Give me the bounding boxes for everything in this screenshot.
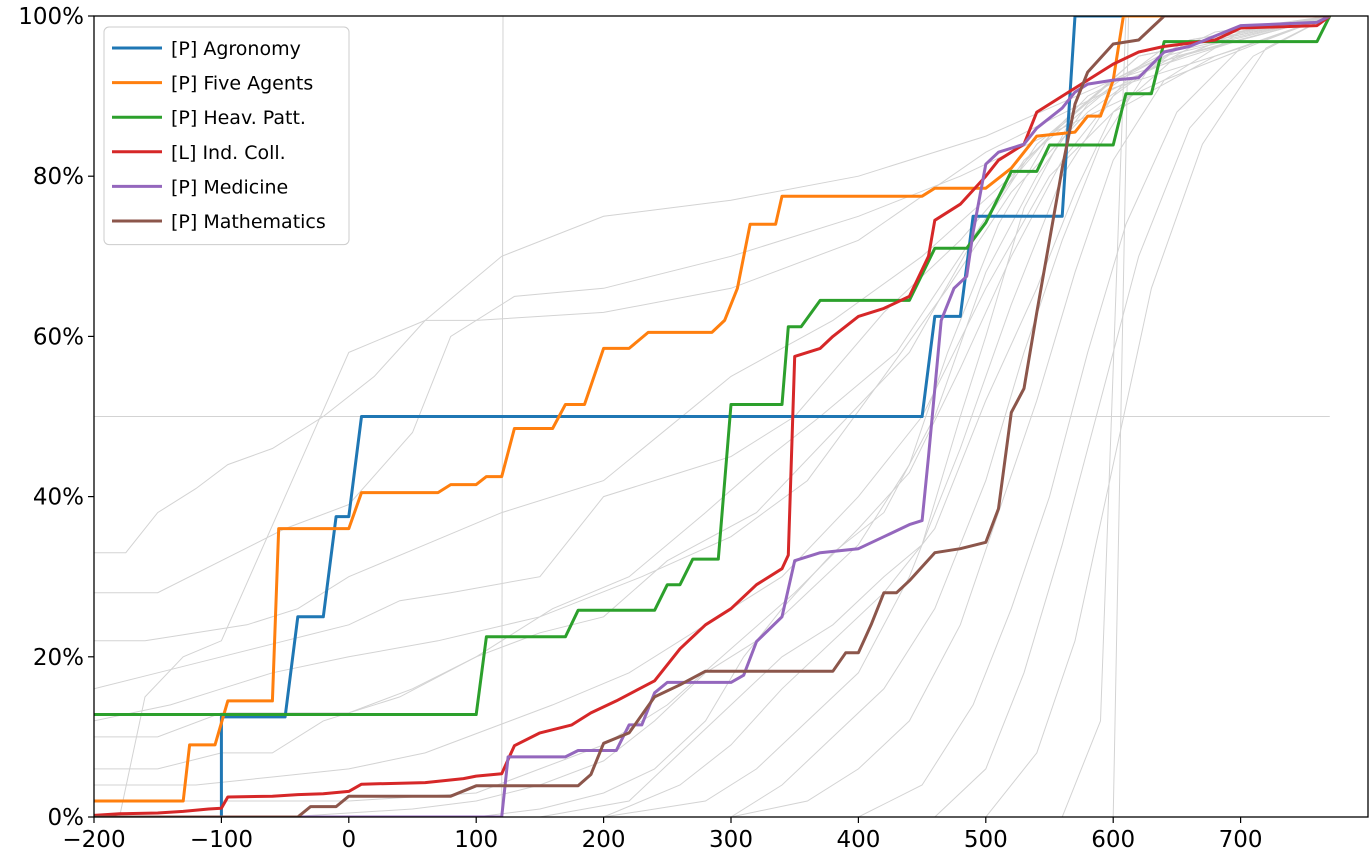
x-tick-label: 600 [1091,827,1135,853]
legend-label-3: [L] Ind. Coll. [171,142,286,164]
y-tick-label: 60% [33,324,84,350]
series-lines-group [94,16,1332,817]
background-line-15 [94,16,1331,817]
legend-label-0: [P] Agronomy [171,38,301,60]
series-line-2 [94,16,1332,716]
x-axis: −200 −100 0 100 200 300 400 500 600 700 [62,817,1263,853]
legend-label-1: [P] Five Agents [171,73,313,95]
legend-label-2: [P] Heav. Patt. [171,107,306,129]
background-line-21 [94,16,1330,817]
x-tick-label: 300 [709,827,753,853]
x-tick-label: 0 [341,827,356,853]
x-tick-label: 100 [454,827,498,853]
legend-label-5: [P] Mathematics [171,211,326,233]
x-tick-label: 500 [964,827,1008,853]
y-axis: 0% 20% 40% 60% 80% 100% [18,4,94,831]
x-tick-label: −100 [190,827,253,853]
background-line-16 [94,16,1331,817]
background-line-17 [94,16,1127,817]
x-tick-label: 400 [836,827,880,853]
background-line-1 [94,16,1330,594]
x-tick-label: −200 [62,827,125,853]
x-tick-label: 700 [1219,827,1263,853]
y-tick-label: 80% [33,164,84,190]
legend-box [103,26,350,246]
background-line-3 [94,16,1330,690]
legend-label-4: [P] Medicine [171,176,288,198]
series-line-3 [94,16,1331,817]
background-line-23 [94,16,1330,722]
x-tick-label: 200 [582,827,626,853]
background-line-22 [94,16,1330,770]
series-line-1 [94,16,1330,803]
background-line-11 [94,16,1330,817]
legend: [P] Agronomy [P] Five Agents [P] Heav. Pat… [103,26,350,246]
y-tick-label: 40% [33,485,84,511]
y-tick-label: 100% [18,4,84,30]
series-line-5 [94,16,1330,817]
background-line-9 [94,16,1330,817]
y-tick-label: 0% [48,805,85,831]
series-line-0 [94,16,1330,817]
background-line-14 [94,16,1330,817]
y-tick-label: 20% [33,645,84,671]
